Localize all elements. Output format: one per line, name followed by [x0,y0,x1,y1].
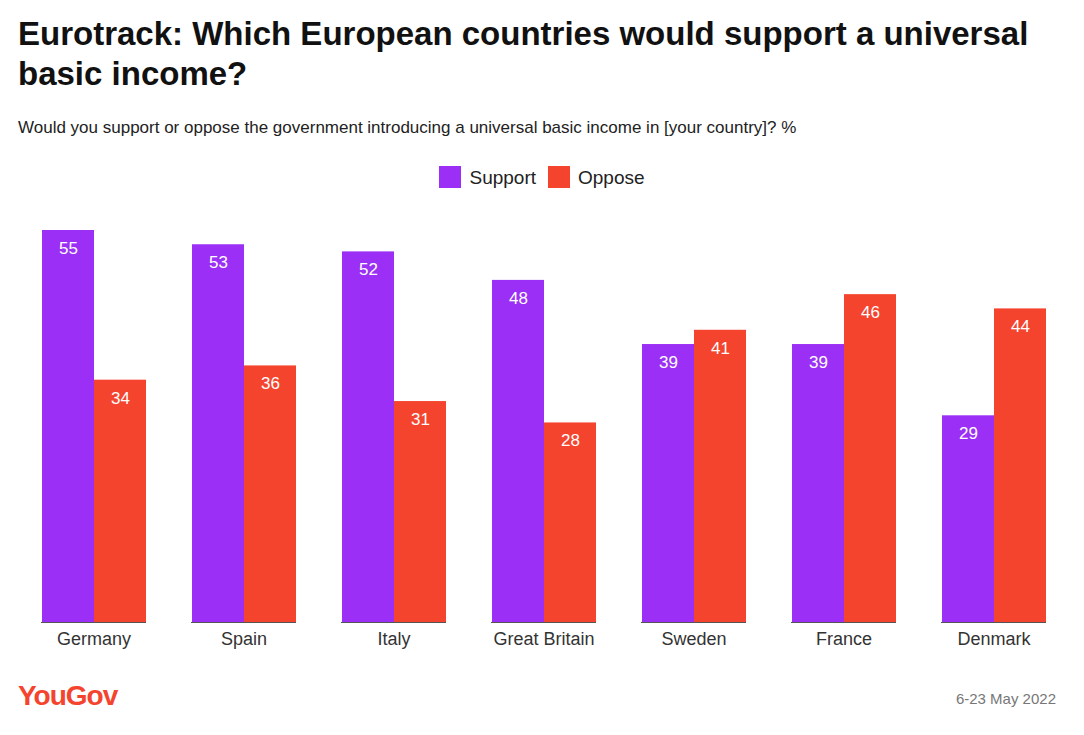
svg-text:46: 46 [861,303,880,322]
svg-text:29: 29 [959,424,978,443]
html-text:Would you support or oppose th: Would you support or oppose the governme… [18,118,797,137]
svg-text:53: 53 [209,253,228,272]
svg-text:31: 31 [411,410,430,429]
svg-text:28: 28 [561,431,580,450]
svg-text:Italy: Italy [377,629,410,649]
svg-text:36: 36 [261,374,280,393]
svg-text:France: France [816,629,872,649]
svg-text:39: 39 [809,353,828,372]
html-text:YouGov: YouGov [18,680,118,711]
svg-text:41: 41 [711,339,730,358]
html-text:Eurotrack: Which European coun: Eurotrack: Which European countries woul… [18,15,1029,92]
svg-text:44: 44 [1011,317,1030,336]
svg-text:Sweden: Sweden [661,629,726,649]
svg-text:52: 52 [359,260,378,279]
svg-text:Germany: Germany [57,629,131,649]
svg-text:55: 55 [59,239,78,258]
svg-text:48: 48 [509,289,528,308]
svg-text:Spain: Spain [221,629,267,649]
svg-text:34: 34 [111,389,130,408]
html-text:Support: Support [469,167,536,188]
html-text:6-23 May 2022: 6-23 May 2022 [955,690,1056,707]
svg-text:Great Britain: Great Britain [493,629,594,649]
svg-text:39: 39 [659,353,678,372]
svg-text:Denmark: Denmark [957,629,1031,649]
html-text:Oppose: Oppose [578,167,645,188]
